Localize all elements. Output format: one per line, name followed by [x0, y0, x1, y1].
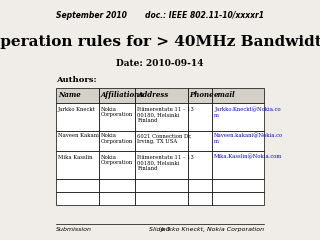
Bar [56, 88, 99, 103]
Text: email: email [214, 91, 236, 99]
Text: Date: 2010-09-14: Date: 2010-09-14 [116, 59, 204, 68]
Bar [56, 179, 99, 192]
Bar [56, 103, 99, 131]
Bar [188, 103, 212, 131]
Text: Address: Address [138, 91, 169, 99]
Bar [135, 179, 188, 192]
Bar [56, 192, 99, 205]
Text: Jarkko Kneckt: Jarkko Kneckt [58, 107, 96, 112]
Bar [56, 151, 99, 179]
Bar [188, 88, 212, 103]
Bar [99, 131, 135, 151]
Bar [99, 151, 135, 179]
Bar [188, 131, 212, 151]
Text: 6021 Connection Dr,
Irving, TX USA: 6021 Connection Dr, Irving, TX USA [138, 133, 192, 144]
Text: Naveen Kakani: Naveen Kakani [58, 133, 99, 138]
Bar [56, 131, 99, 151]
Bar [188, 179, 212, 192]
Text: Itämerentatu 11 – 13
00180, Helsinki
Finland: Itämerentatu 11 – 13 00180, Helsinki Fin… [138, 107, 194, 123]
Text: Nokia
Corporation: Nokia Corporation [100, 155, 133, 165]
Text: Jarkko.Kneckt@Nokia.co
m: Jarkko.Kneckt@Nokia.co m [214, 107, 281, 118]
Text: Slide 1: Slide 1 [149, 227, 171, 232]
Text: Jarkko Kneckt, Nokia Corporation: Jarkko Kneckt, Nokia Corporation [160, 227, 264, 232]
Text: Nokia
Corporation: Nokia Corporation [100, 107, 133, 117]
Text: Mika.Kasslin@Nokia.com: Mika.Kasslin@Nokia.com [214, 155, 283, 160]
Bar [212, 131, 264, 151]
Text: Affiliations: Affiliations [100, 91, 144, 99]
Text: Mika Kasslin: Mika Kasslin [58, 155, 92, 160]
Bar [99, 103, 135, 131]
Bar [99, 179, 135, 192]
Bar [135, 151, 188, 179]
Text: doc.: IEEE 802.11-10/xxxxr1: doc.: IEEE 802.11-10/xxxxr1 [145, 11, 264, 20]
Text: Itämerentatu 11 – 13
00180, Helsinki
Finland: Itämerentatu 11 – 13 00180, Helsinki Fin… [138, 155, 194, 171]
Text: Phone: Phone [189, 91, 213, 99]
Text: Name: Name [58, 91, 81, 99]
Bar [188, 151, 212, 179]
Bar [212, 179, 264, 192]
Text: Submission: Submission [56, 227, 92, 232]
Bar [212, 192, 264, 205]
Text: Nokia
Corporation: Nokia Corporation [100, 133, 133, 144]
Text: September 2010: September 2010 [56, 11, 126, 20]
Bar [212, 88, 264, 103]
Bar [135, 88, 188, 103]
Bar [135, 103, 188, 131]
Bar [99, 88, 135, 103]
Bar [212, 103, 264, 131]
Bar [188, 192, 212, 205]
Text: Operation rules for > 40MHz Bandwidth: Operation rules for > 40MHz Bandwidth [0, 35, 320, 49]
Bar [99, 192, 135, 205]
Bar [212, 151, 264, 179]
Text: Authors:: Authors: [56, 76, 96, 84]
Bar [135, 131, 188, 151]
Bar [135, 192, 188, 205]
Text: Naveen.kakani@Nokia.co
m: Naveen.kakani@Nokia.co m [214, 133, 284, 144]
